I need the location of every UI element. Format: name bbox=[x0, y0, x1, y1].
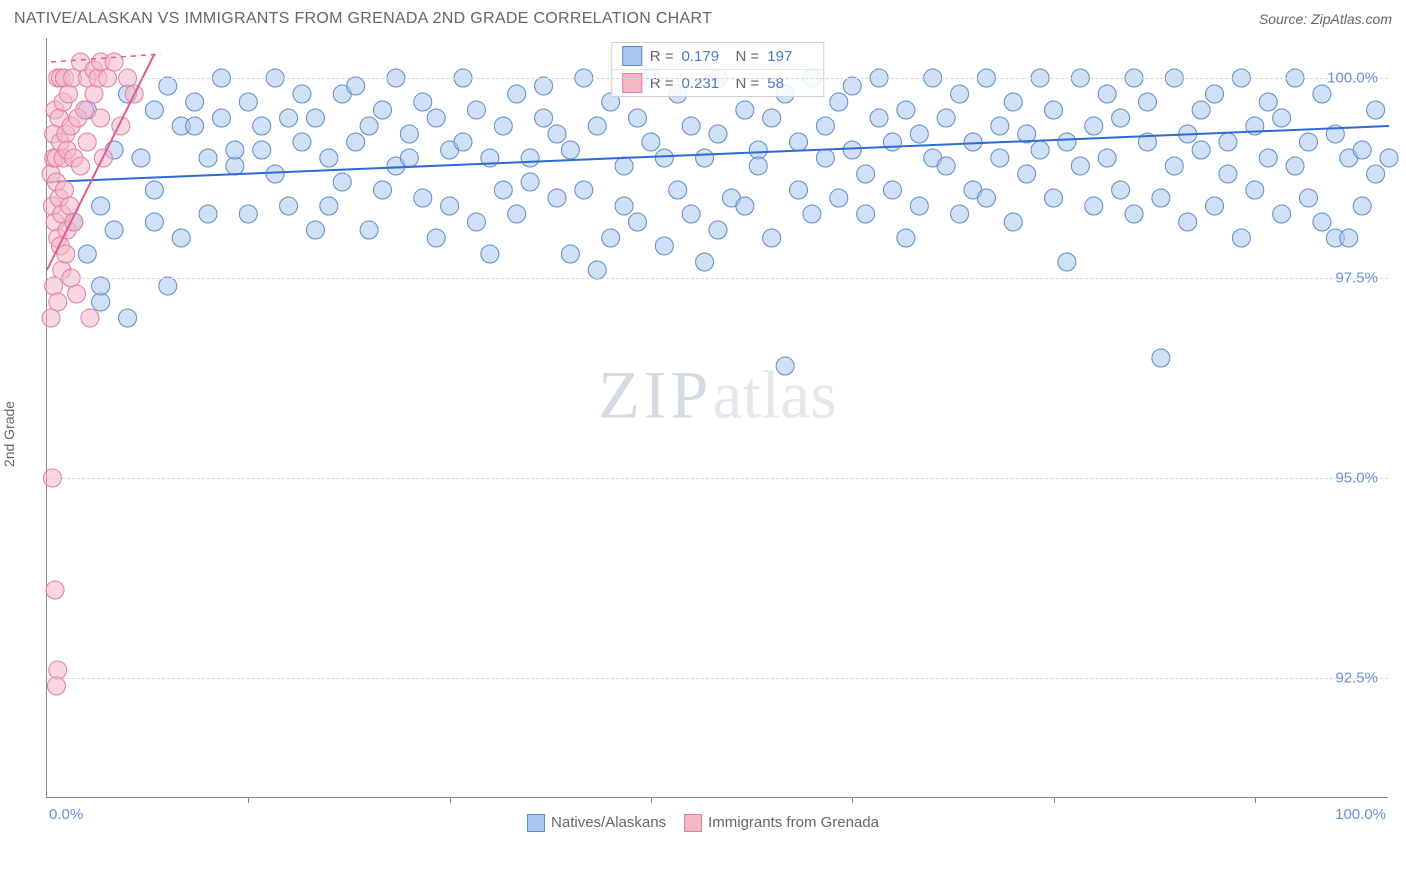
stats-row-series-0: R =0.179 N =197 bbox=[612, 43, 824, 70]
stats-legend: R =0.179 N =197 R =0.231 N =58 bbox=[611, 42, 825, 97]
swatch-series-1 bbox=[622, 73, 642, 93]
y-tick-label: 97.5% bbox=[1335, 270, 1378, 287]
scatter-svg bbox=[47, 38, 1389, 798]
y-tick-label: 95.0% bbox=[1335, 470, 1378, 487]
y-tick-label: 100.0% bbox=[1327, 70, 1378, 87]
x-tick-label: 0.0% bbox=[49, 806, 83, 823]
y-axis-label: 2nd Grade bbox=[1, 401, 17, 467]
swatch-icon bbox=[527, 814, 545, 832]
chart-container: 2nd Grade ZIPatlas R =0.179 N =197 R =0.… bbox=[14, 34, 1392, 834]
source-attribution: Source: ZipAtlas.com bbox=[1259, 11, 1392, 27]
bottom-legend: Natives/Alaskans Immigrants from Grenada bbox=[527, 814, 879, 832]
legend-item-0: Natives/Alaskans bbox=[527, 814, 666, 832]
y-tick-label: 92.5% bbox=[1335, 670, 1378, 687]
legend-item-1: Immigrants from Grenada bbox=[684, 814, 879, 832]
stats-row-series-1: R =0.231 N =58 bbox=[612, 70, 824, 96]
plot-area: ZIPatlas R =0.179 N =197 R =0.231 N =58 … bbox=[46, 38, 1388, 798]
x-tick-label: 100.0% bbox=[1335, 806, 1386, 823]
swatch-icon bbox=[684, 814, 702, 832]
swatch-series-0 bbox=[622, 46, 642, 66]
chart-title: NATIVE/ALASKAN VS IMMIGRANTS FROM GRENAD… bbox=[14, 10, 712, 28]
